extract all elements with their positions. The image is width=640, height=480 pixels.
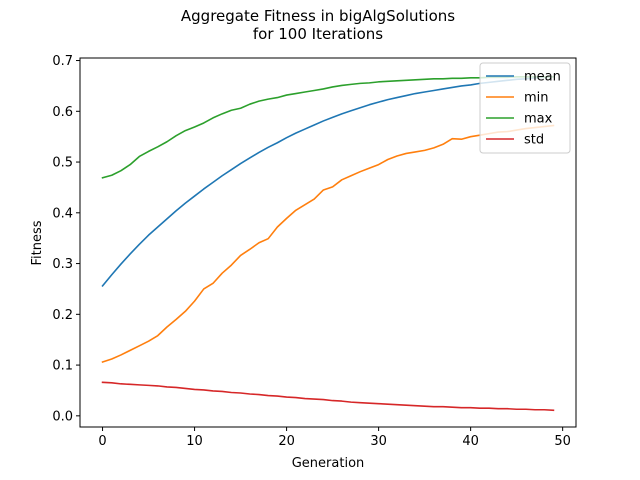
legend-label-min: min bbox=[524, 91, 549, 106]
y-axis: 0.0 0.1 0.2 0.3 0.4 0.5 0.6 0.7 bbox=[52, 54, 80, 424]
series-line-max bbox=[101, 75, 555, 179]
legend: mean min max std bbox=[479, 62, 571, 154]
x-tick-label: 0 bbox=[98, 434, 106, 449]
x-axis-label: Generation bbox=[292, 456, 365, 471]
x-tick-label: 40 bbox=[462, 434, 479, 449]
series-line-std bbox=[101, 381, 555, 412]
y-tick-label: 0.2 bbox=[52, 308, 73, 323]
chart-title-line-1: Aggregate Fitness in bigAlgSolutions bbox=[181, 7, 455, 25]
legend-label-std: std bbox=[524, 133, 544, 148]
y-tick-label: 0.4 bbox=[52, 206, 73, 221]
legend-box bbox=[479, 62, 571, 154]
x-tick-label: 10 bbox=[186, 434, 203, 449]
y-tick-label: 0.5 bbox=[52, 156, 73, 171]
y-tick-label: 0.7 bbox=[52, 54, 73, 69]
x-axis: 0 10 20 30 40 50 bbox=[98, 427, 571, 449]
y-tick-label: 0.3 bbox=[52, 257, 73, 272]
chart-title-line-2: for 100 Iterations bbox=[253, 25, 383, 43]
legend-label-mean: mean bbox=[524, 70, 561, 85]
x-tick-label: 50 bbox=[554, 434, 571, 449]
series-line-mean bbox=[101, 75, 555, 288]
plot-area-frame bbox=[79, 57, 577, 428]
y-tick-label: 0.1 bbox=[52, 359, 73, 374]
series-line-min bbox=[101, 124, 555, 364]
y-tick-label: 0.0 bbox=[52, 409, 73, 424]
y-tick-label: 0.6 bbox=[52, 105, 73, 120]
legend-label-max: max bbox=[524, 112, 553, 127]
y-axis-label: Fitness bbox=[30, 220, 45, 265]
x-tick-label: 20 bbox=[278, 434, 295, 449]
x-tick-label: 30 bbox=[370, 434, 387, 449]
series-lines bbox=[101, 75, 555, 412]
